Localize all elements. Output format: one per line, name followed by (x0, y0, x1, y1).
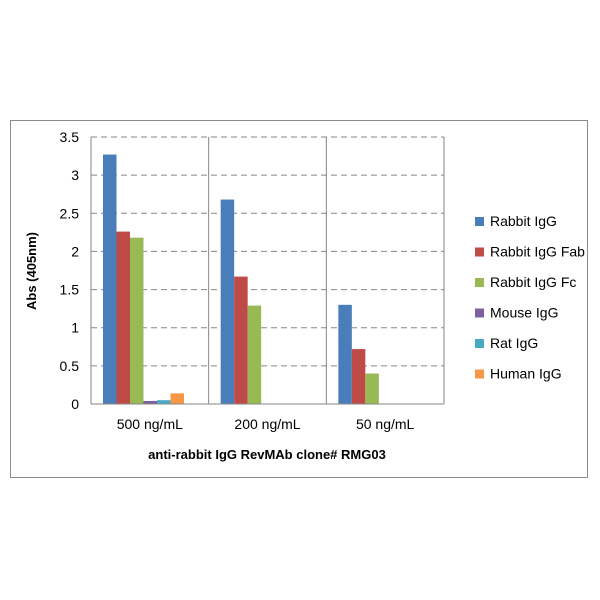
y-tick-labels: 0 0.5 1 1.5 2 2.5 3 3.5 (60, 129, 80, 412)
x-tick-labels: 500 ng/mL 200 ng/mL 50 ng/mL (117, 416, 415, 432)
legend-swatch (475, 217, 484, 226)
legend-item: Rabbit IgG Fc (475, 274, 576, 290)
bar (365, 373, 379, 404)
bar (170, 393, 184, 404)
bar (157, 400, 171, 404)
legend-label: Rabbit IgG Fc (490, 274, 576, 290)
y-tick-label: 3 (71, 167, 79, 183)
bar (116, 231, 130, 404)
y-tick-label: 0.5 (60, 358, 80, 374)
x-tick-label: 50 ng/mL (356, 416, 415, 432)
bar (103, 154, 117, 404)
bar (220, 199, 235, 404)
y-axis-title: Abs (405nm) (24, 232, 39, 310)
bar (143, 400, 157, 404)
y-tick-label: 3.5 (60, 129, 80, 145)
axes (90, 137, 444, 405)
gridlines (91, 136, 445, 404)
legend-swatch (475, 308, 484, 318)
y-tick-label: 1 (71, 320, 79, 336)
x-tick-label: 200 ng/mL (234, 416, 300, 432)
legend-item: Rat IgG (475, 335, 538, 351)
bar-chart: 0 0.5 1 1.5 2 2.5 3 3.5 500 ng/mL 200 ng/mL 50 ng… (24, 129, 585, 462)
legend-swatch (475, 339, 484, 348)
legend-item: Mouse IgG (475, 305, 558, 321)
bar (351, 349, 366, 404)
x-tick-label: 500 ng/mL (117, 416, 183, 432)
legend-label: Mouse IgG (490, 305, 558, 321)
legend-label: Rabbit IgG Fab (490, 244, 585, 260)
legend-item: Human IgG (475, 366, 562, 382)
legend-swatch (475, 369, 484, 379)
legend-item: Rabbit IgG (475, 213, 557, 229)
bars (103, 154, 379, 404)
legend-swatch (475, 247, 484, 257)
legend-label: Rabbit IgG (490, 213, 557, 229)
legend-label: Human IgG (490, 366, 562, 382)
y-tick-label: 0 (71, 396, 79, 412)
y-tick-label: 2.5 (60, 205, 80, 221)
legend-swatch (475, 278, 484, 287)
bar (338, 304, 352, 404)
x-axis-title: anti-rabbit IgG RevMAb clone# RMG03 (148, 447, 386, 462)
bar (234, 276, 248, 404)
bar (247, 305, 262, 404)
legend: Rabbit IgG Rabbit IgG Fab Rabbit IgG Fc Mou… (475, 213, 585, 382)
bar (130, 237, 144, 404)
legend-item: Rabbit IgG Fab (475, 244, 585, 260)
y-tick-label: 2 (71, 243, 79, 259)
chart-frame: 0 0.5 1 1.5 2 2.5 3 3.5 500 ng/mL 200 ng/mL 50 ng… (10, 120, 588, 478)
y-tick-label: 1.5 (60, 282, 80, 298)
legend-label: Rat IgG (490, 335, 538, 351)
